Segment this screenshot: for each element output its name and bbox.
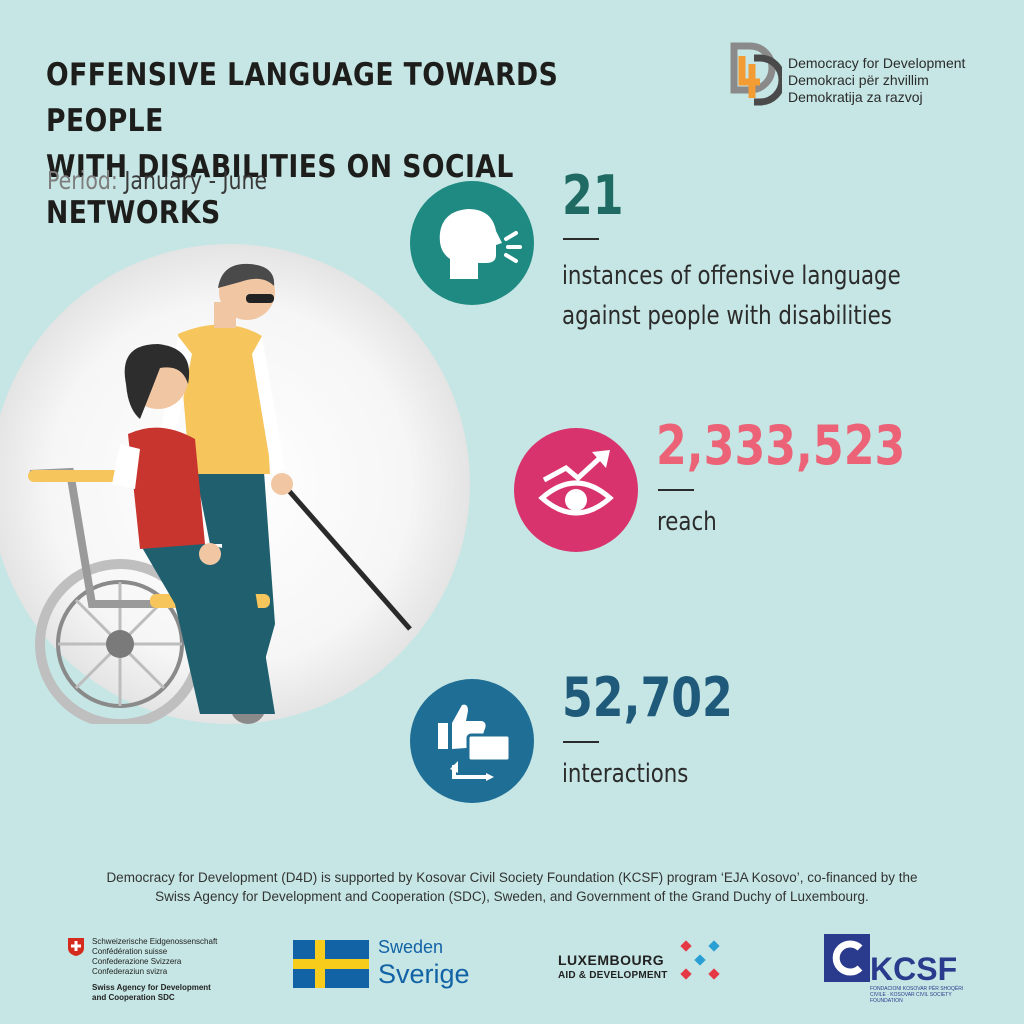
stat-interactions-value: 52,702 bbox=[562, 666, 733, 729]
title-line-1: OFFENSIVE LANGUAGE TOWARDS PEOPLE bbox=[46, 57, 559, 139]
sweden-logo: Sweden Sverige bbox=[378, 936, 470, 990]
swiss-line2: Confédération suisse bbox=[92, 947, 168, 956]
support-footnote: Democracy for Development (D4D) is suppo… bbox=[40, 868, 984, 906]
title-line-2: WITH DISABILITIES ON SOCIAL NETWORKS bbox=[46, 149, 514, 231]
swiss-line3: Confederazione Svizzera bbox=[92, 957, 182, 966]
swiss-sdc-line2: and Cooperation SDC bbox=[92, 993, 175, 1002]
d4d-logo-icon bbox=[730, 42, 782, 106]
stat-divider bbox=[658, 489, 694, 491]
swiss-line1: Schweizerische Eidgenossenschaft bbox=[92, 937, 218, 946]
speaking-head-icon bbox=[410, 181, 534, 305]
stat-interactions-label: interactions bbox=[562, 759, 689, 789]
stat-offensive-line2: against people with disabilities bbox=[562, 301, 892, 331]
luxembourg-logo: LUXEMBOURG AID & DEVELOPMENT bbox=[558, 952, 668, 984]
stat-reach-label: reach bbox=[657, 507, 717, 537]
period-label: Period: bbox=[47, 166, 118, 195]
stat-divider bbox=[563, 741, 599, 743]
luxembourg-cross-icon bbox=[680, 940, 720, 980]
thumbs-up-chat-icon bbox=[410, 679, 534, 803]
kcsf-logo-icon bbox=[824, 934, 870, 982]
sweden-line1: Sweden bbox=[378, 937, 444, 957]
stat-divider bbox=[563, 238, 599, 240]
org-name-sq: Demokraci për zhvillim bbox=[788, 72, 929, 88]
stat-offensive-desc: instances of offensive language against … bbox=[562, 256, 901, 336]
swiss-line4: Confederaziun svizra bbox=[92, 967, 168, 976]
org-name: Democracy for Development Demokraci për … bbox=[788, 55, 965, 106]
swiss-sdc-logo: Schweizerische Eidgenossenschaft Confédé… bbox=[92, 937, 217, 1003]
stat-reach-value: 2,333,523 bbox=[656, 414, 906, 477]
lux-line2: AID & DEVELOPMENT bbox=[558, 970, 668, 981]
footnote-line2: Swiss Agency for Development and Coopera… bbox=[155, 889, 869, 904]
sweden-line2: Sverige bbox=[378, 959, 470, 989]
swiss-flag-icon bbox=[68, 938, 84, 956]
org-name-sr: Demokratija za razvoj bbox=[788, 89, 923, 105]
eye-trend-icon bbox=[514, 428, 638, 552]
illustration-wheelchair-blind-man bbox=[0, 244, 470, 724]
lux-line1: LUXEMBOURG bbox=[558, 952, 665, 968]
sweden-flag-icon bbox=[293, 940, 369, 988]
period-value: January - June bbox=[117, 166, 268, 195]
page-title: OFFENSIVE LANGUAGE TOWARDS PEOPLE WITH D… bbox=[46, 52, 579, 236]
period: Period: January - June bbox=[47, 166, 267, 195]
kcsf-subtitle: FONDACIONI KOSOVAR PËR SHOQËRI CIVILE · … bbox=[870, 986, 964, 1004]
kcsf-logo: KCSF bbox=[870, 951, 958, 987]
stat-offensive-count: 21 bbox=[562, 164, 624, 227]
stat-offensive-line1: instances of offensive language bbox=[562, 261, 901, 291]
swiss-sdc-line1: Swiss Agency for Development bbox=[92, 983, 211, 992]
footnote-line1: Democracy for Development (D4D) is suppo… bbox=[106, 870, 918, 885]
org-name-en: Democracy for Development bbox=[788, 55, 966, 71]
